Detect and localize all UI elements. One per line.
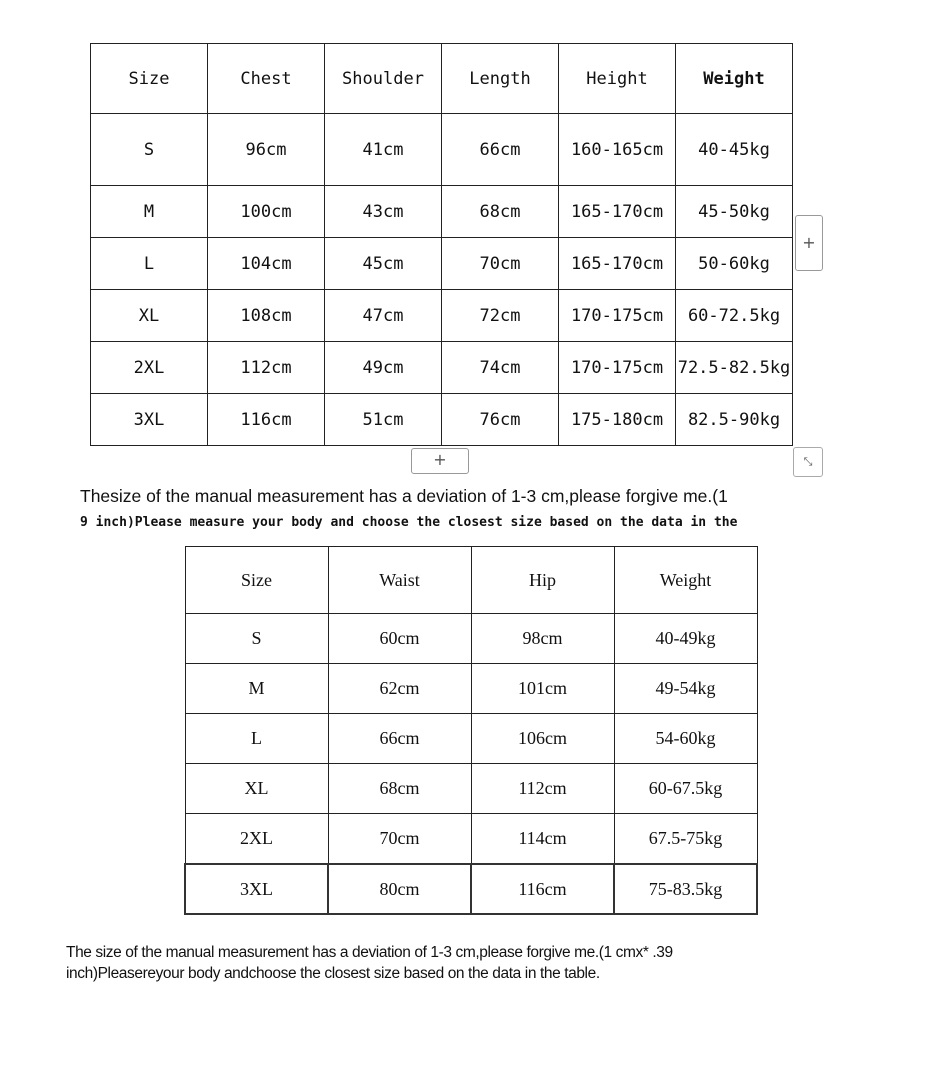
table-cell: 74cm bbox=[441, 341, 559, 394]
measurement-note-line-2: 9 inch)Please measure your body and choo… bbox=[80, 515, 738, 530]
table-row: L 66cm 106cm 54-60kg bbox=[184, 713, 758, 764]
table-cell: 2XL bbox=[90, 341, 208, 394]
measurement-note-bottom: The size of the manual measurement has a… bbox=[66, 942, 846, 984]
table-row: M 100cm 43cm 68cm 165-170cm 45-50kg bbox=[90, 185, 793, 238]
table-cell: 49cm bbox=[324, 341, 442, 394]
table-row: 2XL 112cm 49cm 74cm 170-175cm 72.5-82.5kg bbox=[90, 341, 793, 394]
table-cell: 165-170cm bbox=[558, 237, 676, 290]
column-header: Height bbox=[558, 43, 676, 114]
table-cell: 70cm bbox=[441, 237, 559, 290]
add-row-button[interactable]: + bbox=[411, 448, 469, 474]
table-cell: 70cm bbox=[327, 813, 472, 865]
table-cell: 60cm bbox=[327, 613, 472, 664]
table-cell: 160-165cm bbox=[558, 113, 676, 186]
table-cell: M bbox=[184, 663, 329, 714]
column-header: Chest bbox=[207, 43, 325, 114]
table-cell: L bbox=[90, 237, 208, 290]
table-cell: 45-50kg bbox=[675, 185, 793, 238]
measurement-note-line-1: Thesize of the manual measurement has a … bbox=[80, 486, 728, 506]
table-cell: 43cm bbox=[324, 185, 442, 238]
table-cell: S bbox=[184, 613, 329, 664]
table-cell: 49-54kg bbox=[613, 663, 758, 714]
table-cell: 40-45kg bbox=[675, 113, 793, 186]
table-row: S 60cm 98cm 40-49kg bbox=[184, 613, 758, 664]
table-cell: 175-180cm bbox=[558, 393, 676, 446]
size-chart-table-tops: Size Chest Shoulder Length Height Weight S 96cm… bbox=[90, 43, 793, 446]
column-header: Weight bbox=[675, 43, 793, 114]
column-header: Weight bbox=[613, 546, 758, 614]
table-cell: 108cm bbox=[207, 289, 325, 342]
table-cell: 40-49kg bbox=[613, 613, 758, 664]
table-cell: 112cm bbox=[470, 763, 615, 814]
table-row: L 104cm 45cm 70cm 165-170cm 50-60kg bbox=[90, 237, 793, 290]
table-cell: 104cm bbox=[207, 237, 325, 290]
table-cell: 47cm bbox=[324, 289, 442, 342]
table-row: XL 68cm 112cm 60-67.5kg bbox=[184, 763, 758, 814]
table-cell: 116cm bbox=[470, 863, 615, 915]
table-cell: 72.5-82.5kg bbox=[675, 341, 793, 394]
table-cell: 112cm bbox=[207, 341, 325, 394]
table-cell: 50-60kg bbox=[675, 237, 793, 290]
table-cell: 80cm bbox=[327, 863, 472, 915]
table-cell: 170-175cm bbox=[558, 341, 676, 394]
table-row: S 96cm 41cm 66cm 160-165cm 40-45kg bbox=[90, 113, 793, 186]
table-cell: 51cm bbox=[324, 393, 442, 446]
table-cell: XL bbox=[184, 763, 329, 814]
table-cell: 68cm bbox=[327, 763, 472, 814]
note-bottom-line-1: The size of the manual measurement has a… bbox=[66, 944, 673, 961]
table-cell: 76cm bbox=[441, 393, 559, 446]
table-cell: 54-60kg bbox=[613, 713, 758, 764]
table-resize-handle[interactable]: ⤡ bbox=[793, 447, 823, 477]
column-header: Hip bbox=[470, 546, 615, 614]
table-cell: 170-175cm bbox=[558, 289, 676, 342]
table-cell: 66cm bbox=[441, 113, 559, 186]
table-cell: XL bbox=[90, 289, 208, 342]
note-bottom-line-2: inch)Pleasereyour body andchoose the clo… bbox=[66, 965, 600, 982]
table-row: M 62cm 101cm 49-54kg bbox=[184, 663, 758, 714]
table-cell: 116cm bbox=[207, 393, 325, 446]
table-cell: 96cm bbox=[207, 113, 325, 186]
table-header-row: Size Waist Hip Weight bbox=[184, 546, 758, 614]
table-cell: 3XL bbox=[184, 863, 329, 915]
table-cell: 62cm bbox=[327, 663, 472, 714]
add-column-button[interactable]: + bbox=[795, 215, 823, 271]
table-cell: 2XL bbox=[184, 813, 329, 865]
table-cell: 60-67.5kg bbox=[613, 763, 758, 814]
size-chart-table-bottoms: Size Waist Hip Weight S 60cm 98cm 40-49kg M 62cm 1… bbox=[184, 546, 758, 915]
column-header: Waist bbox=[327, 546, 472, 614]
table-cell: 82.5-90kg bbox=[675, 393, 793, 446]
table-row: 3XL 80cm 116cm 75-83.5kg bbox=[184, 863, 758, 915]
column-header: Size bbox=[90, 43, 208, 114]
table-cell: 101cm bbox=[470, 663, 615, 714]
table-cell: 72cm bbox=[441, 289, 559, 342]
table-cell: L bbox=[184, 713, 329, 764]
table-cell: 66cm bbox=[327, 713, 472, 764]
table-cell: M bbox=[90, 185, 208, 238]
table-cell: S bbox=[90, 113, 208, 186]
column-header: Shoulder bbox=[324, 43, 442, 114]
table-cell: 100cm bbox=[207, 185, 325, 238]
table-cell: 3XL bbox=[90, 393, 208, 446]
table-cell: 98cm bbox=[470, 613, 615, 664]
column-header: Length bbox=[441, 43, 559, 114]
table-row: 3XL 116cm 51cm 76cm 175-180cm 82.5-90kg bbox=[90, 393, 793, 446]
column-header: Size bbox=[184, 546, 329, 614]
table-cell: 106cm bbox=[470, 713, 615, 764]
table-row: XL 108cm 47cm 72cm 170-175cm 60-72.5kg bbox=[90, 289, 793, 342]
table-cell: 68cm bbox=[441, 185, 559, 238]
table-cell: 114cm bbox=[470, 813, 615, 865]
table-cell: 41cm bbox=[324, 113, 442, 186]
table-cell: 60-72.5kg bbox=[675, 289, 793, 342]
table-cell: 45cm bbox=[324, 237, 442, 290]
table-header-row: Size Chest Shoulder Length Height Weight bbox=[90, 43, 793, 114]
table-cell: 67.5-75kg bbox=[613, 813, 758, 865]
table-cell: 165-170cm bbox=[558, 185, 676, 238]
table-row: 2XL 70cm 114cm 67.5-75kg bbox=[184, 813, 758, 865]
table-cell: 75-83.5kg bbox=[613, 863, 758, 915]
